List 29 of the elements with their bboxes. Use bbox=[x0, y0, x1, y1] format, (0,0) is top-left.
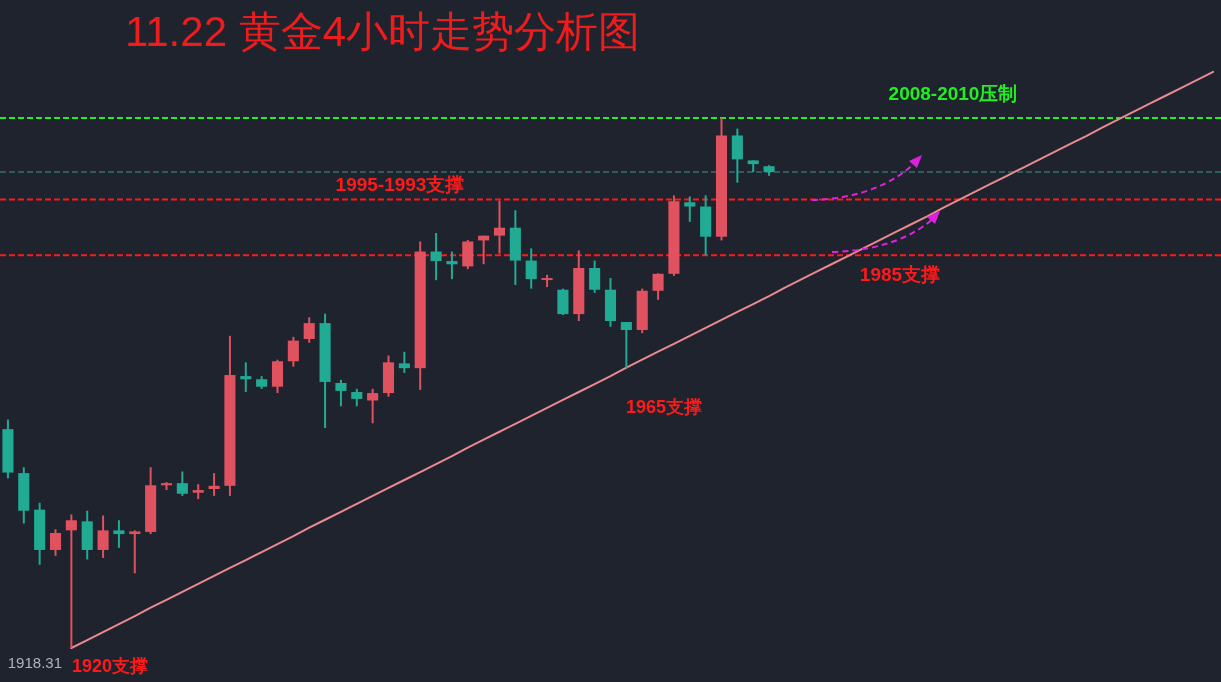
candlestick bbox=[446, 250, 458, 281]
ref-line-label: 2008-2010压制 bbox=[888, 83, 1018, 104]
candlestick bbox=[620, 321, 632, 370]
candlestick bbox=[287, 335, 299, 368]
candlestick bbox=[129, 529, 141, 575]
annotation: 1965支撑 bbox=[625, 397, 703, 417]
candlestick bbox=[525, 247, 537, 290]
text: 1920支撑 bbox=[71, 656, 149, 676]
candlestick bbox=[398, 350, 410, 374]
candlestick bbox=[303, 316, 315, 344]
candlestick bbox=[731, 127, 743, 184]
candlestick bbox=[49, 528, 62, 557]
candlestick bbox=[240, 361, 252, 394]
ref-line-label: 1985支撑 bbox=[859, 264, 941, 286]
candlestick bbox=[684, 195, 696, 223]
candlestick bbox=[335, 378, 347, 408]
candlestick bbox=[208, 472, 220, 497]
candlestick bbox=[493, 199, 506, 255]
candlestick bbox=[430, 232, 442, 282]
candlestick bbox=[367, 387, 379, 425]
chart-title: 11.22 黄金4小时走势分析图 bbox=[125, 8, 641, 55]
candlestick bbox=[65, 513, 77, 649]
ref-line-label: 1995-1993支撑 bbox=[335, 173, 465, 195]
candlestick bbox=[589, 259, 601, 294]
candlestick bbox=[113, 519, 125, 549]
candlestick bbox=[652, 272, 664, 301]
text: 1918.31 bbox=[7, 654, 62, 671]
candlestick bbox=[97, 514, 109, 559]
candlestick bbox=[176, 470, 188, 497]
